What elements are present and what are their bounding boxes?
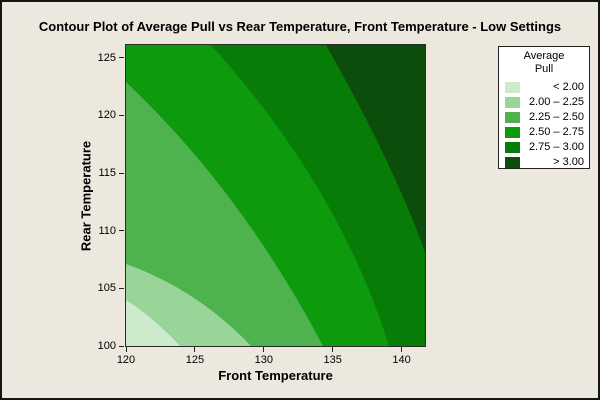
y-tick-mark <box>119 345 124 347</box>
x-tick-mark <box>194 347 196 352</box>
legend-row: 2.50 – 2.75 <box>499 125 589 140</box>
legend-swatch <box>505 97 520 108</box>
y-tick-label: 110 <box>98 224 116 237</box>
legend-label: 2.75 – 3.00 <box>528 141 584 153</box>
legend-row: > 3.00 <box>499 155 589 170</box>
chart-title: Contour Plot of Average Pull vs Rear Tem… <box>38 19 562 34</box>
x-axis-label: Front Temperature <box>218 368 333 383</box>
legend-label: 2.25 – 2.50 <box>528 111 584 123</box>
y-tick-mark <box>119 57 124 59</box>
x-tick-label: 120 <box>116 354 136 366</box>
legend-label: > 3.00 <box>553 156 584 168</box>
y-tick-mark <box>119 230 124 232</box>
plot-area <box>125 44 426 347</box>
y-tick-mark <box>119 287 124 289</box>
y-tick-label: 100 <box>97 340 116 352</box>
legend-rows: < 2.00 2.00 – 2.25 2.25 – 2.50 2.50 – 2.75 2… <box>499 80 589 170</box>
y-tick-label: 115 <box>98 167 116 179</box>
legend-swatch <box>505 127 520 138</box>
x-tick-label: 140 <box>392 354 411 366</box>
legend-title-line2: Pull <box>534 63 554 75</box>
x-tick-mark <box>401 347 403 352</box>
x-tick-label: 130 <box>254 354 273 366</box>
legend-swatch <box>505 142 520 153</box>
x-tick-mark <box>125 347 127 352</box>
contour-band <box>326 45 425 252</box>
legend-label: < 2.00 <box>553 81 584 93</box>
legend-swatch <box>505 157 520 168</box>
legend-label: 2.50 – 2.75 <box>528 126 584 138</box>
y-tick-mark <box>119 114 124 116</box>
legend-row: 2.00 – 2.25 <box>499 95 589 110</box>
legend-row: 2.75 – 3.00 <box>499 140 589 155</box>
y-axis-label: Rear Temperature <box>78 140 94 252</box>
y-tick-mark <box>119 172 124 174</box>
x-tick-label: 135 <box>323 354 342 366</box>
legend-label: 2.00 – 2.25 <box>528 96 584 108</box>
legend-title-line1: Average <box>523 50 565 62</box>
y-tick-label: 120 <box>97 109 116 122</box>
legend-swatch <box>505 112 520 123</box>
x-tick-mark <box>263 347 265 352</box>
x-tick-label: 125 <box>185 354 205 366</box>
y-tick-label: 105 <box>97 282 116 295</box>
contour-svg <box>126 45 425 346</box>
legend-row: < 2.00 <box>499 80 589 95</box>
y-tick-label: 125 <box>97 51 116 64</box>
legend: Average Pull < 2.00 2.00 – 2.25 2.25 – 2.5… <box>498 46 590 169</box>
x-tick-mark <box>332 347 334 352</box>
legend-swatch <box>505 82 520 93</box>
legend-row: 2.25 – 2.50 <box>499 110 589 125</box>
